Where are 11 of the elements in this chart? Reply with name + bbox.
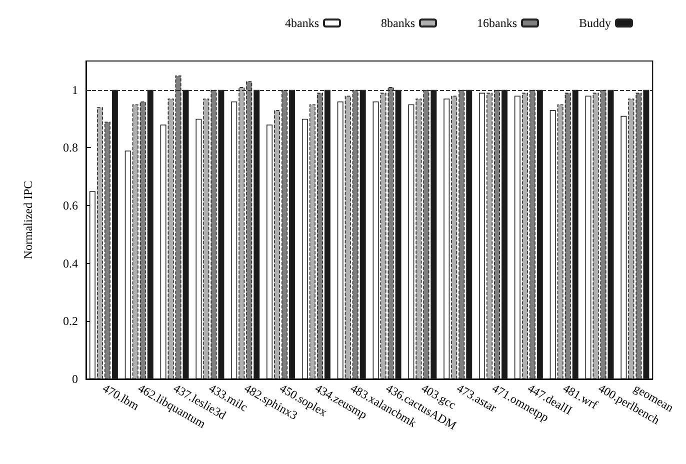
legend-label: 4banks	[285, 16, 320, 30]
y-tick-label: 0.8	[63, 140, 78, 155]
legend-label: 16banks	[476, 16, 518, 30]
y-tick-label: 0.6	[63, 198, 78, 213]
y-tick-label: 0	[72, 372, 78, 386]
y-tick-label: 0.4	[63, 256, 78, 270]
legend-label: 8banks	[381, 16, 416, 30]
legend-label: Buddy	[578, 16, 611, 30]
y-axis-title: Normalized IPC	[21, 180, 35, 260]
y-tick-label: 1	[72, 82, 78, 97]
y-tick-label: 0.2	[63, 314, 78, 328]
